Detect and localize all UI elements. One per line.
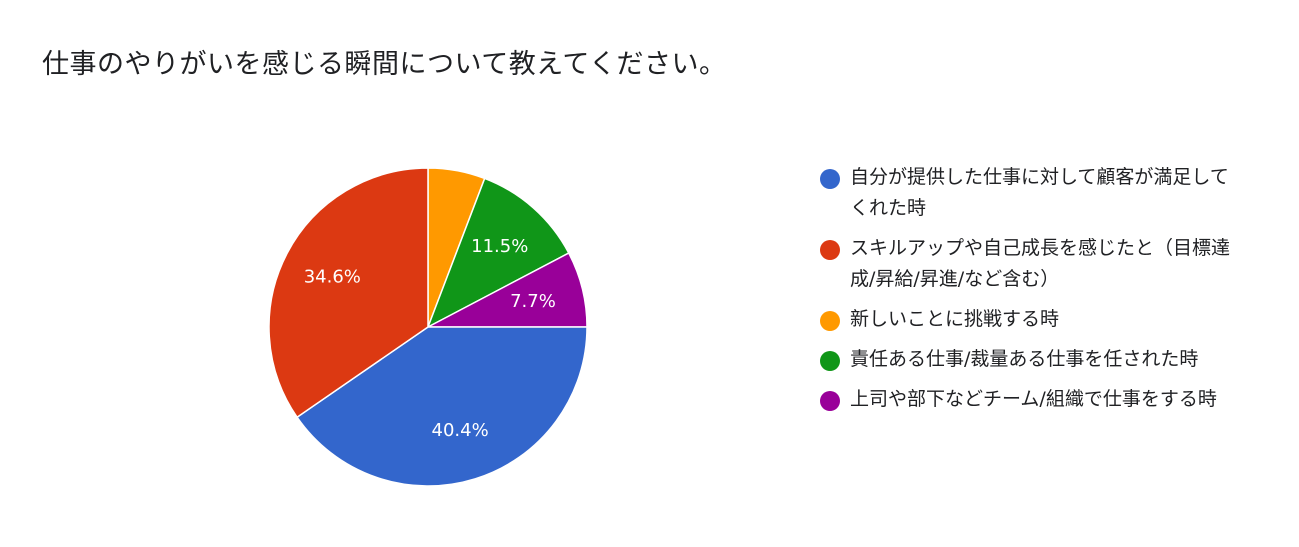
- legend-label: 自分が提供した仕事に対して顧客が満足してくれた時: [850, 166, 1229, 219]
- legend-item[interactable]: スキルアップや自己成長を感じたと（目標達成/昇給/昇進/など含む）: [820, 233, 1240, 295]
- legend: 自分が提供した仕事に対して顧客が満足してくれた時 スキルアップや自己成長を感じた…: [820, 162, 1240, 424]
- slice-label: 7.7%: [510, 291, 556, 312]
- legend-label: 上司や部下などチーム/組織で仕事をする時: [850, 388, 1217, 410]
- legend-marker: [820, 240, 840, 260]
- legend-marker: [820, 391, 840, 411]
- legend-item[interactable]: 責任ある仕事/裁量ある仕事を任された時: [820, 344, 1240, 375]
- legend-label: 責任ある仕事/裁量ある仕事を任された時: [850, 348, 1199, 370]
- legend-item[interactable]: 新しいことに挑戦する時: [820, 304, 1240, 335]
- legend-label: 新しいことに挑戦する時: [850, 308, 1060, 330]
- chart-title: 仕事のやりがいを感じる瞬間について教えてください。: [42, 49, 727, 80]
- slice-label: 34.6%: [304, 267, 361, 288]
- legend-marker: [820, 169, 840, 189]
- legend-marker: [820, 311, 840, 331]
- pie-slice[interactable]: [426, 177, 570, 329]
- legend-item[interactable]: 自分が提供した仕事に対して顧客が満足してくれた時: [820, 162, 1240, 224]
- pie-slice[interactable]: [296, 326, 588, 487]
- slice-label: 11.5%: [471, 236, 528, 257]
- pie-slice[interactable]: [268, 167, 429, 419]
- legend-marker: [820, 351, 840, 371]
- legend-label: スキルアップや自己成長を感じたと（目標達成/昇給/昇進/など含む）: [850, 237, 1231, 290]
- slice-label: 40.4%: [432, 420, 489, 441]
- legend-item[interactable]: 上司や部下などチーム/組織で仕事をする時: [820, 384, 1240, 415]
